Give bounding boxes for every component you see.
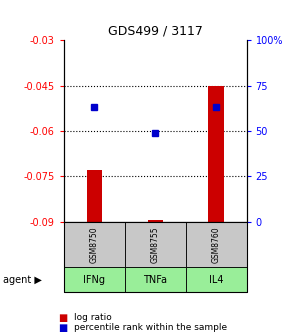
Text: GSM8760: GSM8760	[211, 226, 221, 263]
Bar	[87, 170, 102, 222]
Text: log ratio: log ratio	[74, 313, 112, 322]
Bar	[209, 86, 224, 222]
Text: GSM8755: GSM8755	[151, 226, 160, 263]
Text: IFNg: IFNg	[83, 275, 105, 285]
Text: IL4: IL4	[209, 275, 223, 285]
Text: ■: ■	[58, 312, 67, 323]
Bar	[148, 220, 163, 222]
Text: percentile rank within the sample: percentile rank within the sample	[74, 323, 227, 332]
Text: GSM8750: GSM8750	[90, 226, 99, 263]
Text: agent ▶: agent ▶	[3, 275, 42, 285]
Title: GDS499 / 3117: GDS499 / 3117	[108, 25, 203, 38]
Text: ■: ■	[58, 323, 67, 333]
Text: TNFa: TNFa	[143, 275, 167, 285]
